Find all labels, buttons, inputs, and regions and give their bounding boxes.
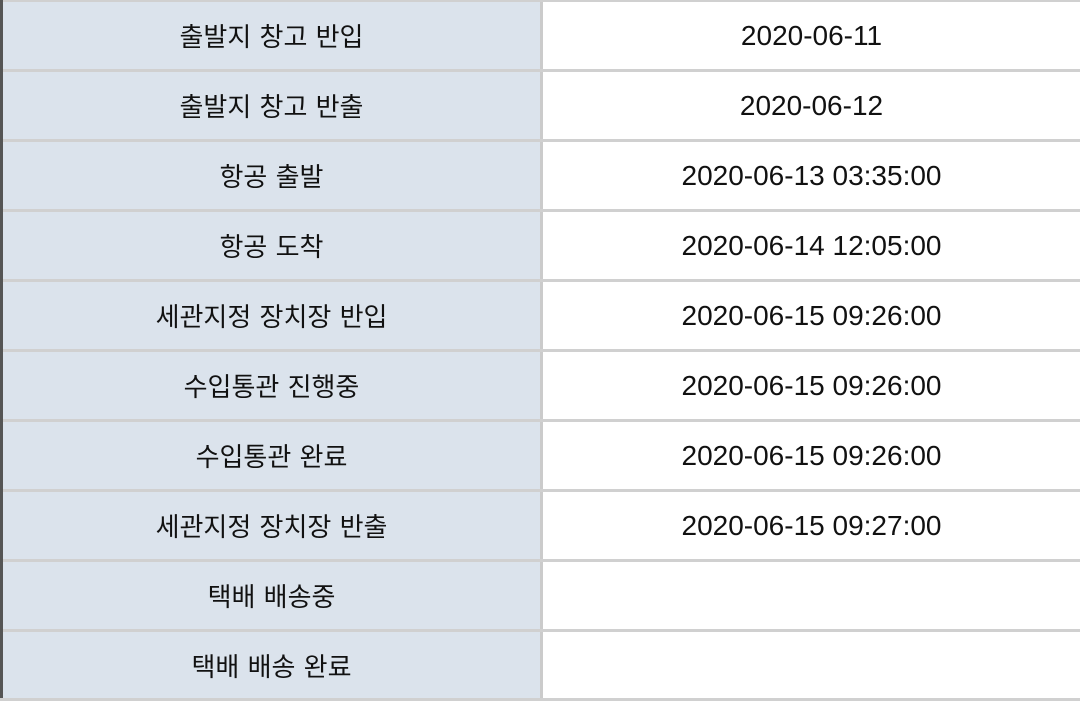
table-bottom-border: [0, 698, 1080, 701]
step-label: 세관지정 장치장 반입: [3, 282, 543, 349]
step-date: [543, 562, 1080, 629]
table-row: 항공 출발 2020-06-13 03:35:00: [3, 139, 1080, 209]
table-row: 세관지정 장치장 반출 2020-06-15 09:27:00: [3, 489, 1080, 559]
step-date: [543, 632, 1080, 699]
step-date: 2020-06-15 09:27:00: [543, 492, 1080, 559]
table-row: 세관지정 장치장 반입 2020-06-15 09:26:00: [3, 279, 1080, 349]
step-label: 택배 배송중: [3, 562, 543, 629]
step-date: 2020-06-13 03:35:00: [543, 142, 1080, 209]
step-label: 항공 도착: [3, 212, 543, 279]
table-row: 택배 배송 완료: [3, 629, 1080, 699]
table-row: 택배 배송중: [3, 559, 1080, 629]
step-date: 2020-06-12: [543, 72, 1080, 139]
step-label: 수입통관 완료: [3, 422, 543, 489]
table-row: 수입통관 완료 2020-06-15 09:26:00: [3, 419, 1080, 489]
step-date: 2020-06-15 09:26:00: [543, 422, 1080, 489]
step-label: 출발지 창고 반입: [3, 2, 543, 69]
table-row: 수입통관 진행중 2020-06-15 09:26:00: [3, 349, 1080, 419]
step-label: 수입통관 진행중: [3, 352, 543, 419]
step-date: 2020-06-11: [543, 2, 1080, 69]
step-label: 항공 출발: [3, 142, 543, 209]
step-date: 2020-06-14 12:05:00: [543, 212, 1080, 279]
table-row: 항공 도착 2020-06-14 12:05:00: [3, 209, 1080, 279]
step-label: 세관지정 장치장 반출: [3, 492, 543, 559]
table-row: 출발지 창고 반입 2020-06-11: [3, 0, 1080, 69]
table-row: 출발지 창고 반출 2020-06-12: [3, 69, 1080, 139]
step-date: 2020-06-15 09:26:00: [543, 352, 1080, 419]
step-label: 택배 배송 완료: [3, 632, 543, 699]
step-label: 출발지 창고 반출: [3, 72, 543, 139]
step-date: 2020-06-15 09:26:00: [543, 282, 1080, 349]
